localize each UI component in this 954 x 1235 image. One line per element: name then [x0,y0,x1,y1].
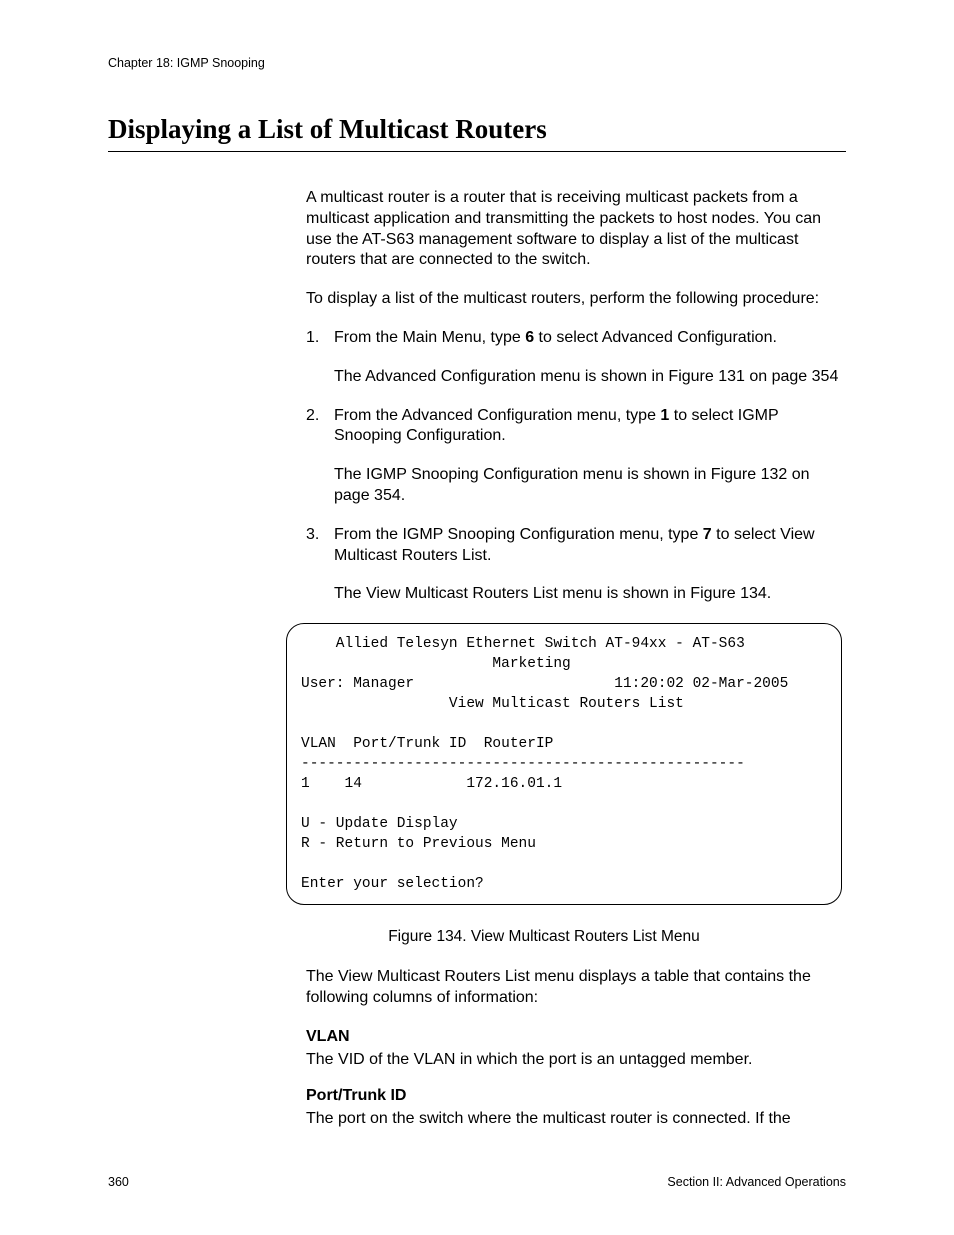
step-number: 2. [306,406,334,507]
terminal-line: View Multicast Routers List [301,696,684,712]
step-number: 1. [306,328,334,388]
step-1: 1. From the Main Menu, type 6 to select … [306,328,846,388]
step-3: 3. From the IGMP Snooping Configuration … [306,525,846,605]
figure-caption: Figure 134. View Multicast Routers List … [266,927,822,947]
terminal-line: User: Manager 11:20:02 02-Mar-2005 [301,676,788,692]
step-key: 6 [525,329,534,346]
intro-paragraph-2: To display a list of the multicast route… [306,289,846,310]
step-subtext: The Advanced Configuration menu is shown… [334,367,846,388]
step-subtext: The View Multicast Routers List menu is … [334,584,846,605]
definition-term: VLAN [306,1027,846,1048]
terminal-line: VLAN Port/Trunk ID RouterIP [301,736,553,752]
definition-term: Port/Trunk ID [306,1086,846,1107]
terminal-figure: Allied Telesyn Ethernet Switch AT-94xx -… [286,623,846,947]
section-title: Displaying a List of Multicast Routers [108,114,846,145]
step-text: From the IGMP Snooping Configuration men… [334,526,703,543]
terminal-line: 1 14 172.16.01.1 [301,776,562,792]
after-figure-paragraph: The View Multicast Routers List menu dis… [306,967,846,1009]
step-subtext: The IGMP Snooping Configuration menu is … [334,465,846,507]
terminal-line: ----------------------------------------… [301,756,745,772]
terminal-line: U - Update Display [301,816,458,832]
title-rule [108,151,846,152]
step-text: From the Advanced Configuration menu, ty… [334,407,660,424]
terminal-line: Marketing [301,656,571,672]
terminal-screen: Allied Telesyn Ethernet Switch AT-94xx -… [286,623,842,905]
step-text: to select Advanced Configuration. [534,329,777,346]
body-content: A multicast router is a router that is r… [306,188,846,1130]
page-number: 360 [108,1175,129,1189]
intro-paragraph-1: A multicast router is a router that is r… [306,188,846,271]
definition-body: The VID of the VLAN in which the port is… [306,1050,846,1071]
section-label: Section II: Advanced Operations [667,1175,846,1189]
step-key: 1 [660,407,669,424]
terminal-content: Allied Telesyn Ethernet Switch AT-94xx -… [301,634,827,894]
step-2: 2. From the Advanced Configuration menu,… [306,406,846,507]
chapter-header: Chapter 18: IGMP Snooping [108,56,846,70]
definition-body: The port on the switch where the multica… [306,1109,846,1130]
terminal-line: Allied Telesyn Ethernet Switch AT-94xx -… [301,636,745,652]
step-number: 3. [306,525,334,605]
page-footer: 360 Section II: Advanced Operations [108,1175,846,1189]
step-key: 7 [703,526,712,543]
terminal-line: Enter your selection? [301,876,484,892]
step-text: From the Main Menu, type [334,329,525,346]
terminal-line: R - Return to Previous Menu [301,836,536,852]
